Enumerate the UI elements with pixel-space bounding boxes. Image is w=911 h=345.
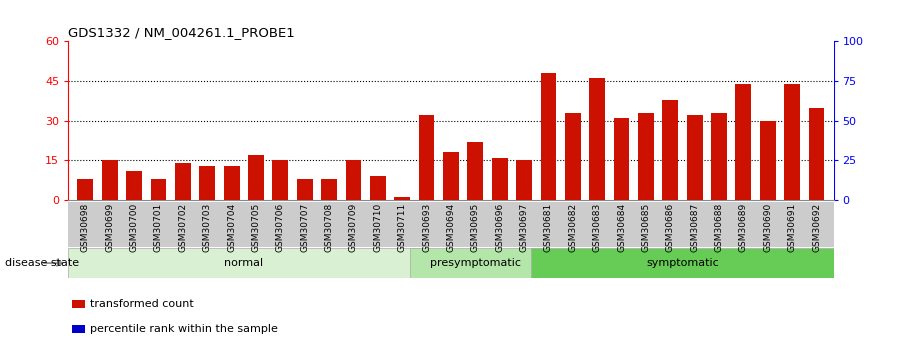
Bar <box>565 113 580 200</box>
Bar <box>517 160 532 200</box>
Text: presymptomatic: presymptomatic <box>430 258 521 268</box>
Bar <box>687 116 702 200</box>
Bar <box>322 179 337 200</box>
Bar <box>735 84 752 200</box>
Bar <box>589 78 605 200</box>
Bar <box>540 73 557 200</box>
Bar <box>638 113 654 200</box>
Bar <box>297 179 312 200</box>
Bar <box>200 166 215 200</box>
Bar <box>272 160 288 200</box>
Bar <box>150 179 167 200</box>
Bar <box>72 300 85 308</box>
Text: transformed count: transformed count <box>90 299 194 309</box>
Bar <box>784 84 800 200</box>
Bar <box>467 142 483 200</box>
Bar <box>370 176 385 200</box>
Bar <box>760 121 775 200</box>
Bar <box>410 248 541 278</box>
Bar <box>224 166 240 200</box>
Text: disease state: disease state <box>5 258 78 268</box>
Bar <box>394 197 410 200</box>
Bar <box>345 160 362 200</box>
Text: symptomatic: symptomatic <box>646 258 719 268</box>
Bar <box>72 325 85 333</box>
Text: normal: normal <box>224 258 263 268</box>
Bar <box>492 158 507 200</box>
Bar <box>77 179 93 200</box>
Bar <box>102 160 118 200</box>
Bar <box>419 116 435 200</box>
Text: GDS1332 / NM_004261.1_PROBE1: GDS1332 / NM_004261.1_PROBE1 <box>68 26 295 39</box>
Bar <box>248 155 264 200</box>
Bar <box>68 248 419 278</box>
Bar <box>127 171 142 200</box>
Bar <box>531 248 834 278</box>
Bar <box>662 100 678 200</box>
Bar <box>175 163 190 200</box>
Bar <box>711 113 727 200</box>
Bar <box>443 152 459 200</box>
Bar <box>614 118 630 200</box>
Text: percentile rank within the sample: percentile rank within the sample <box>90 324 278 334</box>
Bar <box>809 108 824 200</box>
